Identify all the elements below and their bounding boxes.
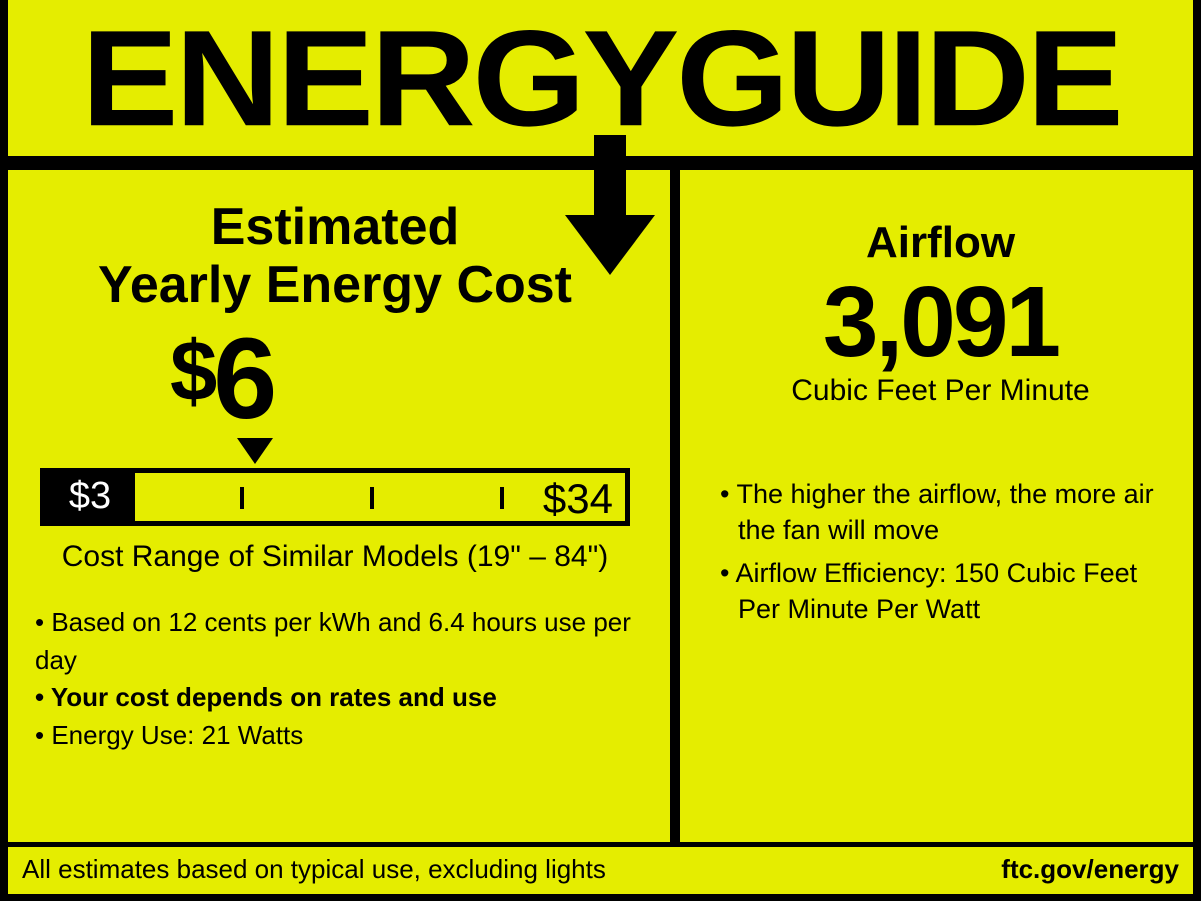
energy-guide-label: ENERGYGUIDE Estimated Yearly Energy Cost… <box>0 0 1201 901</box>
cost-number: 6 <box>213 315 273 443</box>
dollar-symbol: $ <box>170 324 213 419</box>
scale-tick <box>500 487 504 509</box>
scale-caption: Cost Range of Similar Models (19" – 84") <box>35 540 635 574</box>
cost-title-line2: Yearly Energy Cost <box>35 255 635 315</box>
header-title: ENERGYGUIDE <box>81 0 1120 157</box>
arrow-down-icon <box>570 135 650 280</box>
cost-bullet-1: • Based on 12 cents per kWh and 6.4 hour… <box>35 604 635 679</box>
cost-value: $6 <box>170 325 635 434</box>
cost-title-line1: Estimated <box>35 200 635 255</box>
scale-track: $34 <box>135 473 625 521</box>
scale-tick <box>240 487 244 509</box>
scale-tick <box>370 487 374 509</box>
cost-bullet-2: • Your cost depends on rates and use <box>35 679 635 717</box>
cost-bullets: • Based on 12 cents per kWh and 6.4 hour… <box>35 604 635 755</box>
scale-min: $3 <box>45 473 135 521</box>
cost-bullet-3: • Energy Use: 21 Watts <box>35 717 635 755</box>
scale-max: $34 <box>543 475 613 523</box>
cost-scale: $3 $34 <box>40 468 630 526</box>
